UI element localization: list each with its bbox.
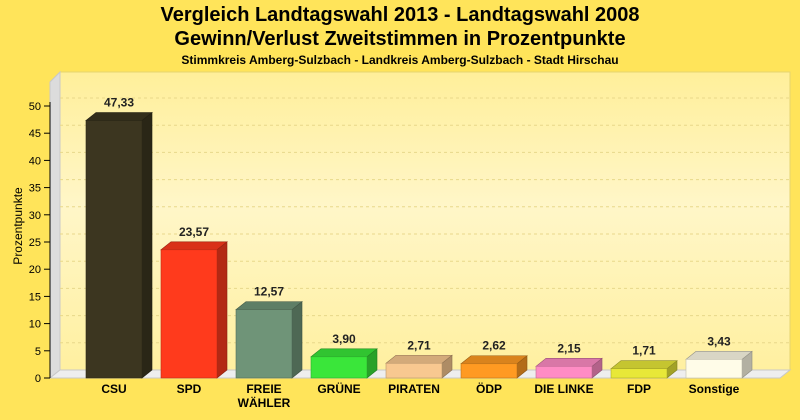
y-tick-label: 15 (29, 291, 41, 303)
bar-side (141, 111, 153, 379)
value-label: 2,15 (557, 341, 581, 355)
bar-front (385, 362, 443, 379)
value-label: 1,71 (632, 344, 656, 358)
bar-front (685, 359, 743, 379)
bar-6 (535, 357, 603, 379)
y-axis-label: Prozentpunkte (11, 187, 25, 265)
value-label: 2,62 (482, 339, 506, 353)
bar-4 (385, 354, 453, 379)
y-tick-label: 20 (29, 264, 41, 276)
value-label: 47,33 (104, 96, 134, 110)
value-label: 23,57 (179, 225, 209, 239)
x-category-label: Sonstige (689, 382, 740, 396)
bar-top (460, 355, 528, 365)
x-category-label: PIRATEN (388, 382, 440, 396)
x-category-label: SPD (177, 382, 202, 396)
x-category-label: GRÜNE (317, 381, 360, 396)
plot-left-wall (49, 70, 61, 380)
bar-top (385, 354, 453, 364)
bar-top (235, 301, 303, 310)
chart-title: Vergleich Landtagswahl 2013 - Landtagswa… (160, 4, 640, 26)
bar-8 (685, 350, 753, 379)
bar-top (610, 360, 678, 369)
bar-1 (160, 241, 228, 379)
bar-front (460, 363, 518, 379)
y-tick-label: 35 (29, 183, 41, 195)
x-category-label: FREIE WÄHLER (238, 382, 291, 410)
bar-7 (610, 360, 678, 379)
bar-front (160, 249, 218, 379)
bar-3 (310, 348, 378, 379)
chart-subtitle: Gewinn/Verlust Zweitstimmen in Prozentpu… (174, 28, 626, 50)
bar-side (291, 300, 303, 379)
x-category-label: DIE LINKE (534, 382, 593, 396)
bar-front (535, 366, 593, 379)
bar-top (160, 241, 228, 251)
y-tick-label: 5 (35, 346, 41, 358)
chart-subtitle-region: Stimmkreis Amberg-Sulzbach - Landkreis A… (181, 53, 619, 67)
value-label: 3,90 (332, 332, 356, 346)
y-tick-label: 30 (29, 210, 41, 222)
x-category-label: FDP (627, 382, 651, 396)
value-label: 12,57 (254, 285, 284, 299)
bar-front (85, 120, 143, 379)
bar-front (310, 356, 368, 379)
bar-top (685, 351, 753, 360)
bar-top (85, 112, 153, 121)
bar-top (535, 358, 603, 367)
y-tick-label: 40 (29, 155, 41, 167)
bar-2 (235, 300, 303, 379)
y-tick-label: 0 (35, 373, 41, 385)
x-category-label: ÖDP (476, 381, 502, 396)
bar-0 (85, 111, 153, 379)
value-label: 3,43 (707, 334, 731, 348)
y-tick-label: 10 (29, 319, 41, 331)
y-tick-label: 25 (29, 237, 41, 249)
value-label: 2,71 (407, 338, 431, 352)
y-tick-label: 45 (29, 128, 41, 140)
x-category-label: CSU (101, 382, 126, 396)
bar-front (235, 309, 293, 379)
bar-top (310, 348, 378, 358)
bar-side (216, 241, 228, 379)
y-tick-label: 50 (29, 101, 41, 113)
bar-front (610, 368, 668, 379)
bar-5 (460, 355, 528, 379)
